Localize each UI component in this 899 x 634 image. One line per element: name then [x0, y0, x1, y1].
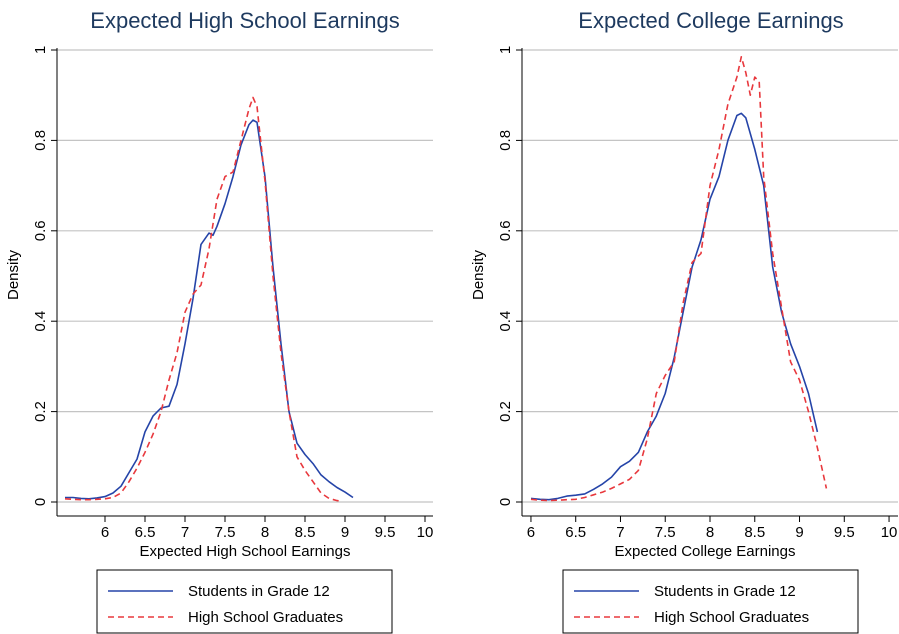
x-tick-label: 7 [616, 524, 624, 541]
y-axis-label: Density [470, 249, 487, 300]
x-tick-label: 9.5 [375, 524, 396, 541]
y-tick-label: 0.4 [32, 311, 49, 332]
x-tick-label: 7 [181, 524, 189, 541]
series-group [64, 96, 354, 502]
grid [57, 49, 433, 503]
y-tick-label: 0.6 [497, 220, 514, 241]
grid [522, 49, 898, 503]
x-tick-label: 7.5 [215, 524, 236, 541]
y-tick-label: 1 [32, 46, 49, 54]
legend-box [562, 569, 859, 634]
legend-label-grade12: Students in Grade 12 [654, 583, 796, 600]
ticks: 0 0.2 0.4 0.6 0.8 1 6 6.5 7 7.5 8 8.5 9 9.5 10 [497, 46, 897, 541]
y-tick-label: 1 [497, 46, 514, 54]
x-axis-label: Expected College Earnings [615, 543, 796, 560]
x-tick-label: 10 [881, 524, 898, 541]
y-tick-label: 0 [32, 498, 49, 506]
y-tick-label: 0.2 [32, 401, 49, 422]
legend-label-graduates: High School Graduates [654, 609, 809, 626]
axes [521, 48, 898, 517]
y-tick-label: 0 [497, 498, 514, 506]
x-tick-label: 6.5 [565, 524, 586, 541]
legend: Students in Grade 12 High School Graduat… [562, 569, 859, 634]
y-tick-label: 0.4 [497, 311, 514, 332]
x-tick-label: 6 [101, 524, 109, 541]
x-tick-label: 8 [706, 524, 714, 541]
y-tick-label: 0.6 [32, 220, 49, 241]
y-axis-label: Density [5, 249, 22, 300]
series-line-graduates [64, 96, 342, 502]
legend-box [96, 569, 393, 634]
legend: Students in Grade 12 High School Graduat… [96, 569, 393, 634]
y-tick-label: 0.8 [32, 130, 49, 151]
axes [56, 48, 433, 517]
x-tick-label: 10 [417, 524, 434, 541]
panel-college: Expected College Earnings Density Expect… [470, 8, 898, 634]
x-axis-label: Expected High School Earnings [140, 543, 351, 560]
x-tick-label: 7.5 [655, 524, 676, 541]
x-tick-label: 8 [261, 524, 269, 541]
series-line-graduates [530, 56, 828, 502]
y-tick-label: 0.8 [497, 130, 514, 151]
legend-label-grade12: Students in Grade 12 [188, 583, 330, 600]
series-line-grade12 [65, 119, 354, 500]
x-tick-label: 9.5 [834, 524, 855, 541]
x-tick-label: 8.5 [295, 524, 316, 541]
y-tick-label: 0.2 [497, 401, 514, 422]
series-group [530, 56, 828, 502]
ticks: 0 0.2 0.4 0.6 0.8 1 6 6.5 7 7.5 8 8.5 9 9.5 10 [32, 46, 433, 541]
series-line-grade12 [530, 112, 819, 501]
x-tick-label: 6 [527, 524, 535, 541]
x-tick-label: 6.5 [135, 524, 156, 541]
panel-high-school: Expected High School Earnings Density Ex… [5, 8, 433, 634]
x-tick-label: 9 [341, 524, 349, 541]
chart-title: Expected College Earnings [578, 8, 843, 33]
x-tick-label: 8.5 [744, 524, 765, 541]
chart-title: Expected High School Earnings [90, 8, 399, 33]
x-tick-label: 9 [795, 524, 803, 541]
legend-label-graduates: High School Graduates [188, 609, 343, 626]
